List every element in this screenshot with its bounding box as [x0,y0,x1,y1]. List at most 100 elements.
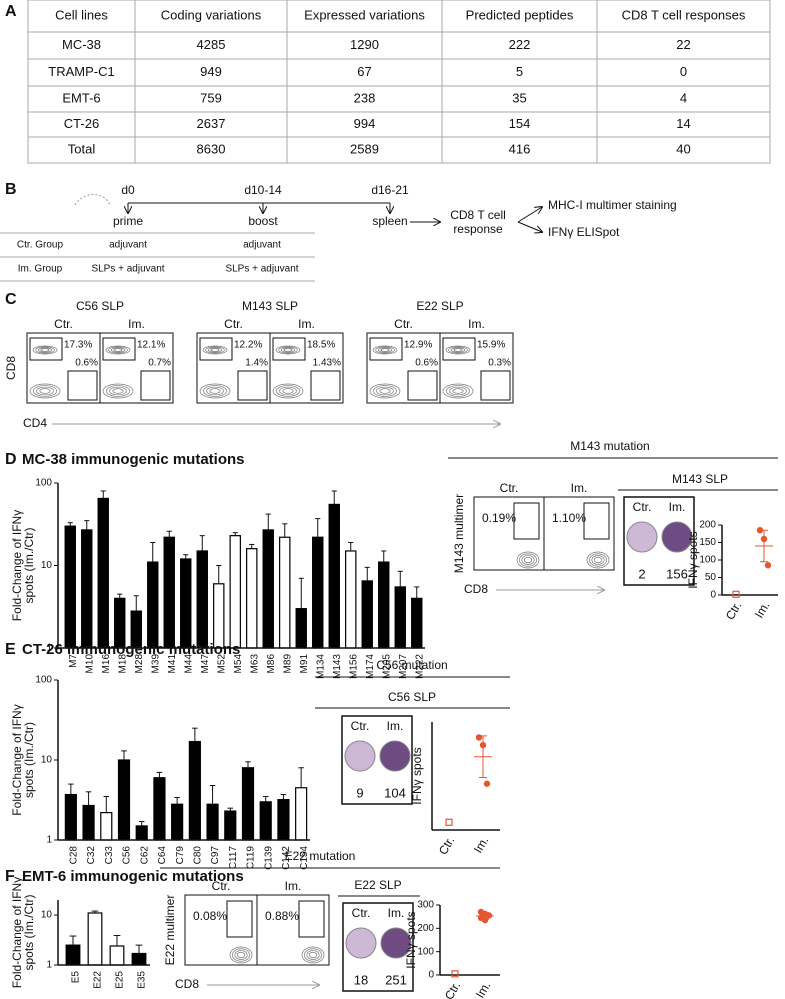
bar [295,608,307,649]
contour [591,555,605,565]
y-axis-label: Fold-Change of IFNγ [10,877,24,988]
step: prime [113,214,143,228]
section-header: M143 SLP [672,472,728,486]
contour [206,386,224,396]
table-cell: 1290 [350,37,379,52]
y-axis-label: spots (Im./Ctr) [22,527,36,603]
x-tick-label: M47 [200,654,211,674]
treatment: adjuvant [109,240,147,251]
elispot-well [344,740,376,772]
y-tick-label: 0 [428,970,434,981]
table-cell: 40 [676,141,690,156]
bar [224,810,237,841]
contour [105,345,131,355]
flow-plot [439,332,514,404]
bar [188,740,201,841]
group-name: Im. [285,879,302,893]
gate-percent: 15.9% [477,340,505,351]
contour [380,348,390,352]
elispot-well [380,927,412,959]
group-name: Ctr. [224,317,243,331]
timepoint: d0 [121,183,135,197]
contour [521,555,535,565]
contour [516,551,540,569]
bar [135,825,148,841]
x-tick-label: C28 [68,846,79,865]
contour [372,385,398,397]
elispot-box [342,902,414,992]
bar [100,812,113,841]
x-tick-label: Ctr. [442,979,463,999]
chart-title: EMT-6 immunogenic mutations [22,868,244,885]
group-name: Ctr. [351,719,370,733]
bar [109,945,125,966]
contour [36,386,54,396]
table-cell: 2637 [197,116,226,131]
table-cell: 416 [509,141,531,156]
gate [480,370,511,401]
treatment: SLPs + adjuvant [91,264,164,275]
gate-percent: 17.3% [64,340,92,351]
group-name: Ctr. [54,317,73,331]
elispot-box [341,715,413,805]
plot-title: C56 SLP [76,299,124,313]
treatment: adjuvant [243,240,281,251]
x-tick-label: M222 [414,654,425,679]
x-tick-label: M143 [332,654,343,679]
contour [113,348,123,352]
group-name: Im. [128,317,145,331]
group-name: Ctr. [633,500,652,514]
y-tick-label: 50 [705,572,717,583]
panel-label: D [5,451,17,468]
elispot-well [379,740,411,772]
gate-percent: 12.2% [234,340,262,351]
x-tick-label: C142 [281,846,292,870]
group-name: Im. [571,481,588,495]
x-tick-label: M174 [365,654,376,679]
gate-percent: 0.6% [415,358,438,369]
table-header: Predicted peptides [466,7,574,22]
table-header: Coding variations [161,7,262,22]
gate-percent: 0.3% [488,358,511,369]
point [475,734,483,741]
table-cell: 35 [512,90,526,105]
bar [196,550,208,649]
table-header: Expressed variations [304,7,425,22]
y-tick-label: 200 [417,923,434,934]
timepoint: d16-21 [371,183,409,197]
gate [298,900,325,938]
bar [241,767,255,841]
gate-percent: 0.6% [75,358,98,369]
contour [32,345,58,355]
contour [369,383,401,399]
bar [246,548,258,649]
contour [112,388,124,394]
timepoint: d10-14 [244,183,282,197]
bar [312,536,324,649]
gate [369,337,403,361]
gate-percent: 0.19% [482,511,516,525]
x-tick-label: M54 [233,654,244,674]
contour [593,556,603,564]
y-tick-label: 100 [699,555,716,566]
axis-label: M143 multimer [452,494,466,573]
section-header: M143 mutation [570,439,649,453]
elispot-box [623,496,695,586]
x-tick-label: M7 [68,654,79,668]
x-tick-label: C56 [122,846,133,865]
contour [301,946,325,964]
contour [586,551,610,569]
contour [29,383,61,399]
y-axis-label: Fold-Change of IFNγ [10,510,24,621]
contour [372,345,398,355]
spot-count: 9 [356,785,363,800]
contour [32,385,58,397]
contour [379,388,391,394]
axis-label: CD4 [23,416,47,430]
y-tick-label: 1 [46,835,52,846]
contour [452,388,464,394]
x-tick-label: E22 [93,971,104,989]
gate-percent: 0.7% [148,358,171,369]
contour [205,346,225,354]
flow-plot [256,894,330,966]
